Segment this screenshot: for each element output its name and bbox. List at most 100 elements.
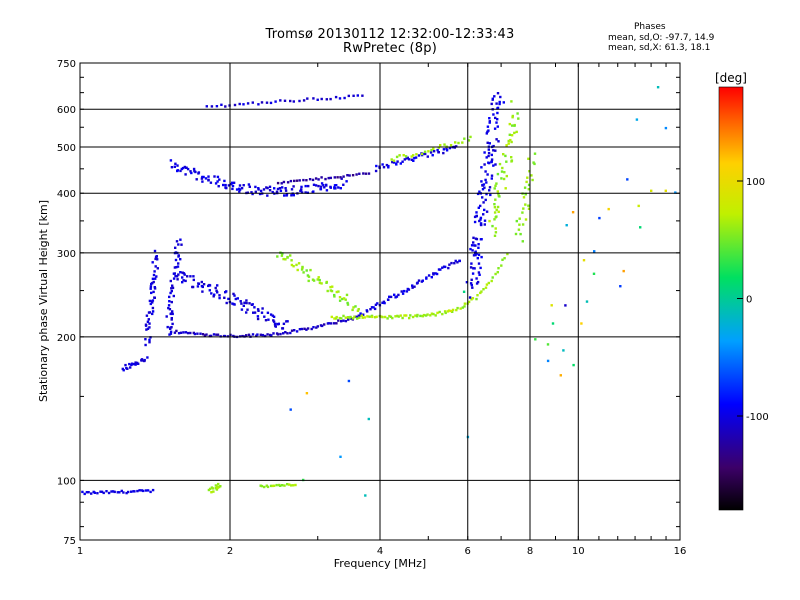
- data-point: [565, 224, 568, 227]
- data-point: [515, 219, 518, 223]
- data-point: [356, 317, 359, 320]
- data-point: [302, 99, 306, 102]
- data-point: [533, 152, 537, 155]
- data-point: [289, 99, 292, 103]
- data-point: [342, 319, 345, 322]
- data-point: [475, 211, 478, 214]
- data-point: [472, 267, 475, 270]
- data-point: [213, 175, 216, 178]
- data-point: [153, 270, 156, 273]
- data-point: [495, 138, 498, 141]
- data-point: [441, 312, 444, 316]
- data-point: [181, 166, 185, 170]
- data-point: [496, 111, 499, 115]
- data-point: [592, 272, 596, 275]
- data-point: [338, 299, 342, 302]
- data-point: [318, 278, 321, 282]
- data-point: [415, 282, 419, 285]
- data-point: [371, 315, 374, 319]
- data-point: [172, 277, 176, 280]
- data-point: [319, 187, 323, 191]
- data-point: [340, 177, 343, 180]
- data-point: [202, 175, 205, 179]
- data-point: [304, 184, 307, 188]
- data-point: [479, 266, 482, 270]
- data-point: [268, 185, 272, 188]
- data-point: [389, 295, 393, 299]
- data-point: [508, 122, 511, 126]
- data-point: [443, 310, 447, 313]
- data-point: [335, 290, 338, 294]
- data-point: [483, 151, 486, 154]
- data-point: [338, 316, 341, 320]
- data-point: [238, 102, 241, 106]
- data-point: [482, 183, 486, 186]
- data-point: [346, 301, 349, 305]
- data-point: [402, 154, 405, 157]
- data-point: [502, 101, 505, 104]
- data-point: [491, 98, 494, 101]
- data-point: [485, 156, 488, 159]
- data-point: [477, 262, 481, 265]
- data-point: [190, 171, 193, 175]
- data-point: [305, 269, 308, 272]
- data-point: [269, 101, 273, 105]
- y-tick-label: 600: [57, 105, 76, 116]
- data-point: [201, 175, 204, 179]
- y-axis-ticks: 75 100 200 300 400 500 600 750: [57, 59, 680, 547]
- data-point: [105, 490, 108, 493]
- data-point: [639, 226, 642, 229]
- data-point: [254, 185, 257, 189]
- data-point: [496, 106, 500, 110]
- data-point: [479, 218, 482, 221]
- data-point: [145, 328, 148, 331]
- data-point: [530, 174, 533, 177]
- data-point: [265, 101, 269, 104]
- data-point: [245, 334, 248, 337]
- data-point: [434, 272, 437, 275]
- data-point: [494, 184, 497, 187]
- data-point: [518, 223, 521, 226]
- data-point: [288, 483, 291, 486]
- data-point: [500, 264, 503, 267]
- data-point: [323, 186, 326, 189]
- data-point: [397, 293, 400, 297]
- data-point: [470, 298, 473, 301]
- data-point: [292, 100, 295, 103]
- data-point: [289, 408, 292, 411]
- data-point: [497, 193, 500, 196]
- data-point: [500, 177, 503, 180]
- data-point: [276, 181, 280, 185]
- data-point: [145, 314, 149, 317]
- data-point: [340, 317, 343, 320]
- data-point: [227, 184, 231, 187]
- data-point: [243, 301, 246, 304]
- data-point: [281, 186, 284, 189]
- data-point: [257, 188, 260, 191]
- data-point: [352, 94, 355, 97]
- data-point: [344, 316, 347, 319]
- data-point: [490, 153, 493, 157]
- data-point: [214, 182, 218, 185]
- data-point: [230, 181, 234, 184]
- data-point: [504, 154, 507, 158]
- data-point: [285, 320, 288, 323]
- data-point: [358, 316, 361, 319]
- data-point: [179, 238, 182, 241]
- x-tick-label: 1: [77, 546, 83, 557]
- data-point: [417, 279, 421, 282]
- data-point: [432, 273, 435, 276]
- data-point: [494, 227, 497, 230]
- data-point: [149, 302, 152, 306]
- data-point: [515, 130, 518, 134]
- data-point: [264, 334, 267, 338]
- data-point: [169, 159, 173, 162]
- data-point: [492, 144, 495, 148]
- data-point: [334, 95, 338, 99]
- colorbar-tick-label: -100: [746, 412, 769, 423]
- data-point: [423, 150, 427, 153]
- data-point: [129, 366, 132, 369]
- data-point: [180, 167, 183, 171]
- data-point: [295, 330, 299, 333]
- data-point: [491, 276, 494, 279]
